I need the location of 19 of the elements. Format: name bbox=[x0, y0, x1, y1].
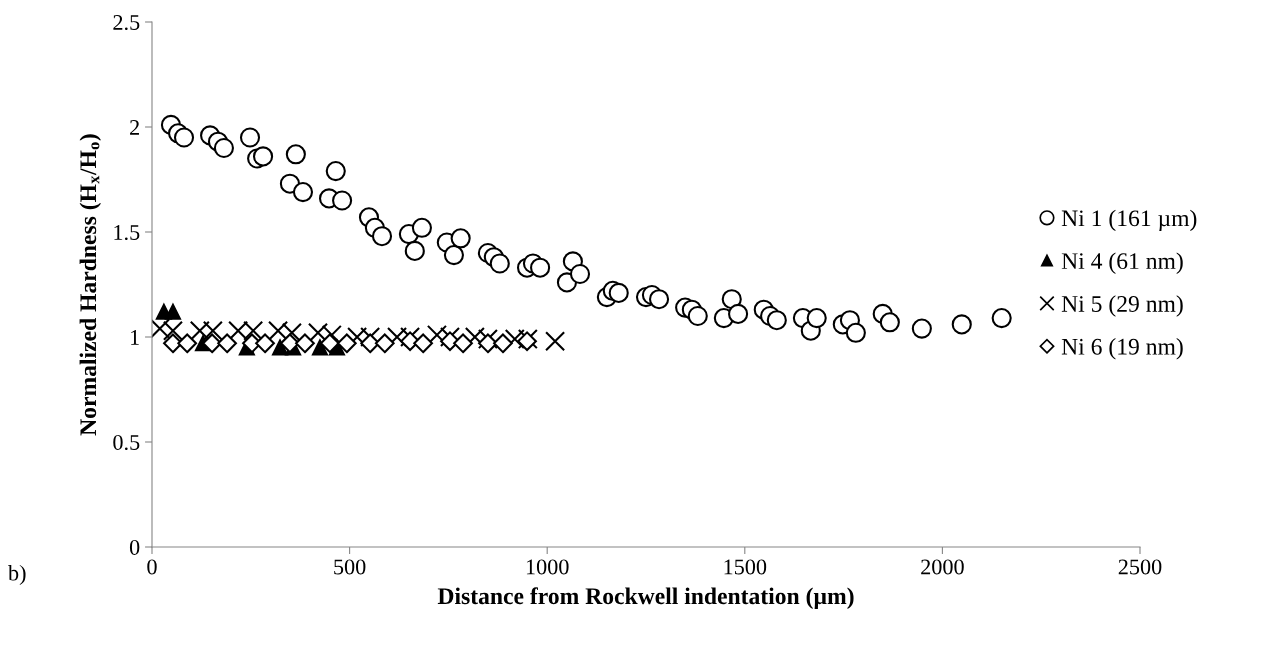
legend-label: Ni 4 (61 nm) bbox=[1061, 252, 1183, 274]
y-tick-label: 2.5 bbox=[113, 14, 140, 31]
y-tick-label: 2 bbox=[130, 119, 139, 135]
y-tick-label: 0.5 bbox=[113, 434, 140, 451]
x-tick-label: 2500 bbox=[1118, 559, 1162, 575]
legend-label: Ni 6 (19 nm) bbox=[1061, 338, 1183, 360]
x-tick-label: 0 bbox=[147, 559, 157, 575]
x-tick-label: 1500 bbox=[724, 559, 767, 575]
y-tick-label: 0 bbox=[129, 539, 140, 555]
legend-label: Ni 5 (29 nm) bbox=[1061, 295, 1183, 317]
x-tick-label: 1000 bbox=[526, 559, 569, 575]
y-tick-label: 1.5 bbox=[114, 225, 140, 241]
x-axis-title: Distance from Rockwell indentation (µm) bbox=[437, 587, 854, 609]
x-tick-label: 2000 bbox=[921, 559, 964, 575]
y-axis-title: Normalized Hardness (H$_{x}$/H$_{o}$) bbox=[79, 134, 101, 436]
y-tick-label: 1 bbox=[131, 330, 139, 345]
legend-label: Ni 1 (161 µm) bbox=[1061, 209, 1197, 232]
x-tick-label: 500 bbox=[334, 559, 366, 575]
text: b) bbox=[8, 564, 26, 586]
